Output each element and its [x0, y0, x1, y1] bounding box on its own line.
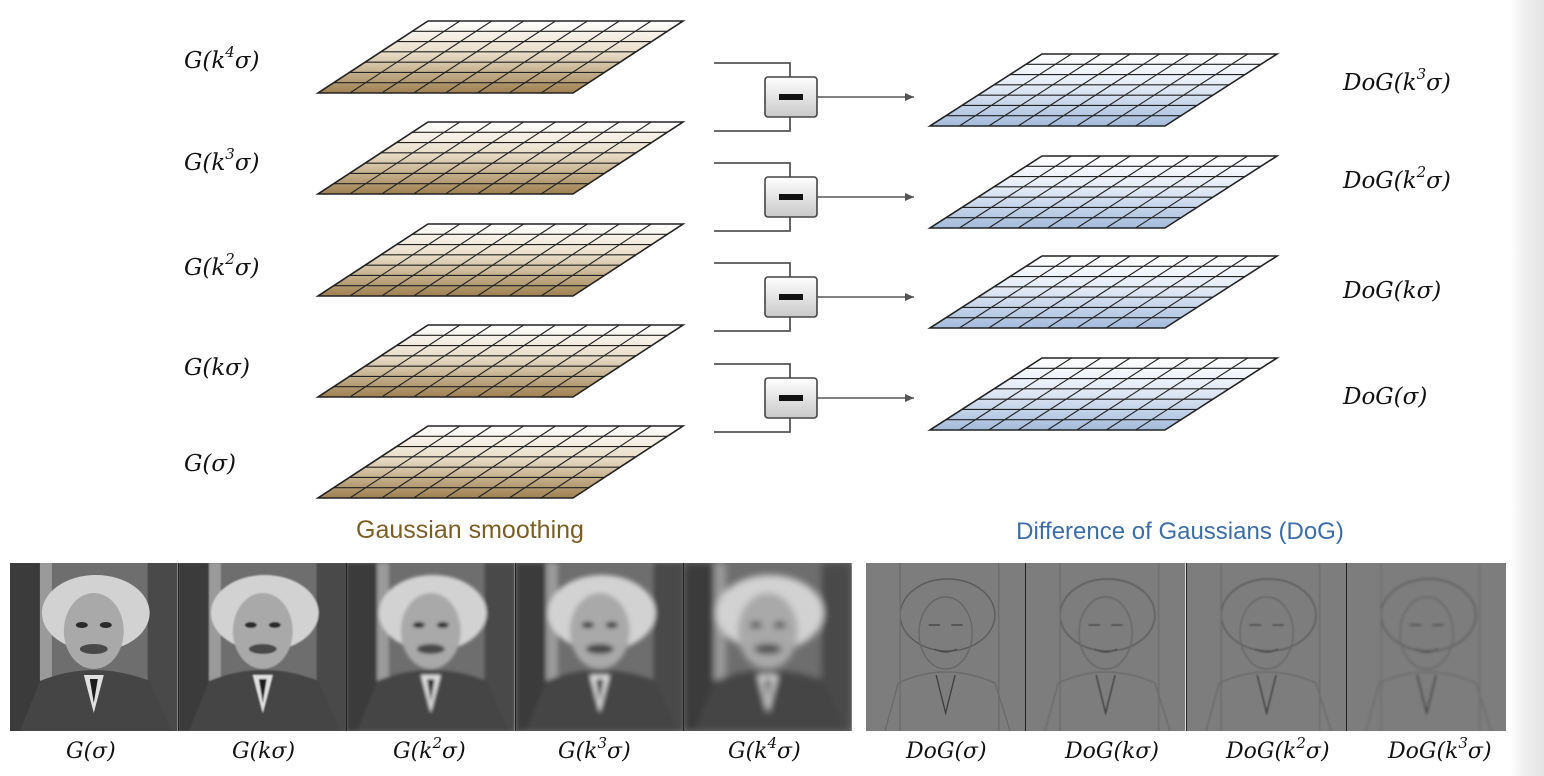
bottom-label-dog-k2-sigma: DoG(k2σ)	[1226, 733, 1330, 764]
photo-gauss-sigma	[10, 563, 179, 731]
subtract-operator-1	[714, 262, 914, 332]
photo-dog-k3-sigma	[1346, 563, 1506, 731]
bottom-label-dog-k3-sigma: DoG(k3σ)	[1388, 733, 1492, 764]
gaussian-grid-1	[315, 324, 686, 398]
photo-dog-k2-sigma	[1186, 563, 1347, 731]
portrait-image	[684, 563, 852, 731]
dog-caption: Difference of Gaussians (DoG)	[1016, 518, 1344, 545]
dog-level-label-1: DoG(kσ)	[1343, 278, 1442, 304]
photo-dog-sigma	[866, 563, 1027, 731]
gaussian-grid-2	[315, 223, 686, 297]
bottom-label-gauss-k2-sigma: G(k2σ)	[393, 733, 466, 764]
gauss-level-label-1: G(kσ)	[184, 355, 250, 381]
gauss-level-label-4: G(k4σ)	[184, 43, 260, 74]
gauss-level-label-0: G(σ)	[184, 451, 237, 477]
dog-grid-0	[927, 357, 1280, 431]
photo-gauss-k-sigma	[178, 563, 348, 731]
bottom-label-gauss-k4-sigma: G(k4σ)	[728, 733, 801, 764]
page-edge-shadow	[1510, 0, 1544, 776]
gaussian-grid-4	[315, 20, 686, 94]
bottom-label-dog-k-sigma: DoG(kσ)	[1065, 739, 1159, 764]
portrait-image	[347, 563, 515, 731]
photo-gauss-k2-sigma	[347, 563, 516, 731]
dog-grid-3	[927, 53, 1280, 127]
dog-level-label-0: DoG(σ)	[1343, 384, 1428, 410]
dog-level-label-3: DoG(k3σ)	[1343, 65, 1451, 96]
gaussian-grid-0	[315, 425, 686, 499]
portrait-image	[866, 563, 1026, 731]
subtract-operator-0	[714, 363, 914, 433]
portrait-image	[1346, 563, 1506, 731]
gauss-level-label-3: G(k3σ)	[184, 145, 260, 176]
photo-dog-k-sigma	[1026, 563, 1187, 731]
bottom-label-gauss-sigma: G(σ)	[66, 739, 116, 764]
gaussian-smoothing-caption: Gaussian smoothing	[356, 516, 584, 544]
subtract-operator-3	[714, 62, 914, 132]
portrait-image	[178, 563, 347, 731]
dog-level-label-2: DoG(k2σ)	[1343, 163, 1451, 194]
photo-gauss-k4-sigma	[684, 563, 852, 731]
gaussian-grid-3	[315, 121, 686, 195]
dog-grid-1	[927, 255, 1280, 329]
dog-grid-2	[927, 155, 1280, 229]
gaussian-photo-strip	[10, 563, 852, 731]
gauss-level-label-2: G(k2σ)	[184, 250, 260, 281]
portrait-image	[515, 563, 684, 731]
bottom-label-dog-sigma: DoG(σ)	[906, 739, 987, 764]
photo-gauss-k3-sigma	[515, 563, 685, 731]
bottom-label-gauss-k-sigma: G(kσ)	[232, 739, 296, 764]
portrait-image	[1186, 563, 1346, 731]
portrait-image	[10, 563, 178, 731]
portrait-image	[1026, 563, 1186, 731]
dog-photo-strip	[866, 563, 1506, 731]
bottom-label-gauss-k3-sigma: G(k3σ)	[558, 733, 631, 764]
subtract-operator-2	[714, 162, 914, 232]
